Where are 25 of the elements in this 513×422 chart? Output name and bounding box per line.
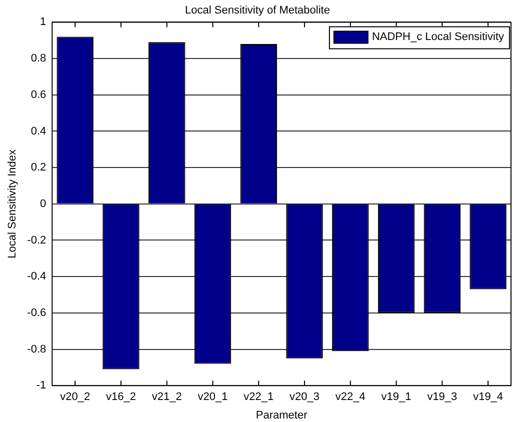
x-tick-label: v21_2 [152, 391, 182, 404]
chart-title: Local Sensitivity of Metabolite [185, 4, 330, 17]
y-tick-label: 0.2 [30, 162, 46, 174]
x-tick-label: v22_4 [335, 391, 366, 404]
y-tick-label: -0.8 [27, 343, 46, 356]
y-tick-label: -0.6 [27, 306, 46, 319]
y-tick-label: -0.4 [27, 270, 46, 283]
legend-label: NADPH_c Local Sensitivity [372, 31, 504, 44]
x-tick-label: v20_1 [198, 391, 228, 404]
y-tick-label: 0 [40, 198, 46, 210]
x-tick-label: v20_2 [60, 391, 90, 404]
x-tick-label: v20_3 [290, 391, 320, 404]
y-axis-title: Local Sensitivity Index [6, 148, 19, 258]
y-tick-label: 0.4 [30, 125, 46, 138]
y-tick-label: -0.2 [27, 234, 46, 246]
x-tick-label: v19_3 [427, 391, 458, 404]
y-tick-label: 0.6 [30, 88, 46, 101]
x-tick-label: v19_4 [473, 391, 504, 404]
x-tick-label: v16_2 [106, 391, 136, 404]
y-tick-label: 1 [40, 16, 46, 28]
x-tick-label: v22_1 [244, 391, 274, 404]
x-tick-label: v19_1 [381, 391, 412, 404]
y-tick-label: -1 [36, 380, 46, 392]
x-axis-title: Parameter [256, 409, 308, 422]
y-tick-label: 0.8 [30, 52, 46, 65]
